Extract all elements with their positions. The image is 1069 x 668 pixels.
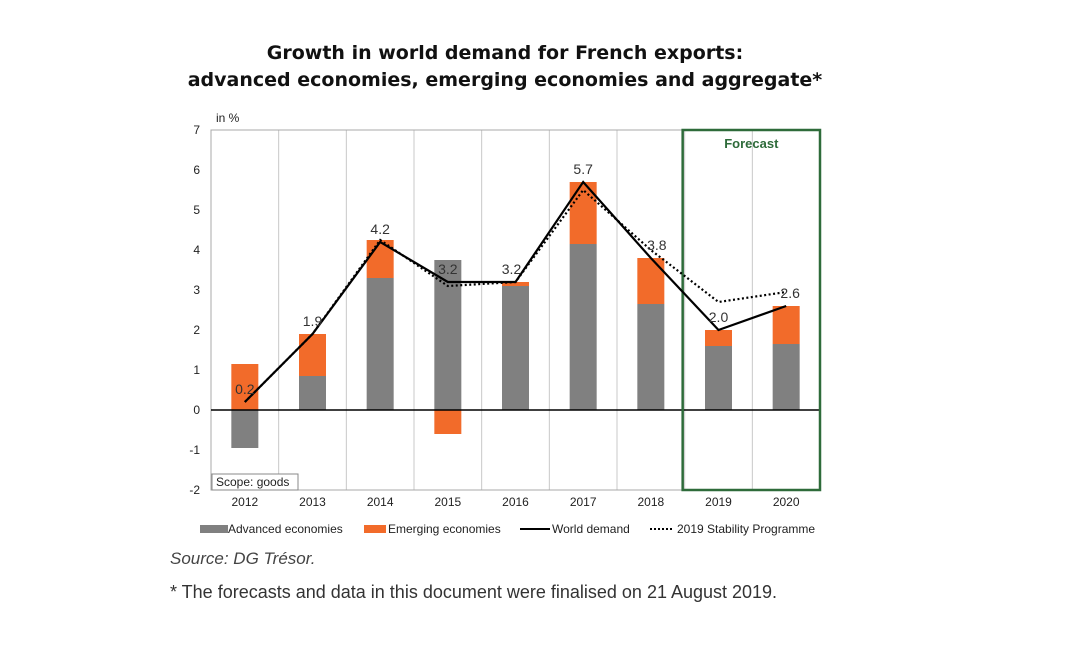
y-tick-label: 2 (193, 323, 200, 337)
bar-emerging-economies (434, 410, 462, 434)
data-label-world-demand: 2.0 (709, 309, 729, 325)
x-tick-label: 2015 (434, 495, 461, 509)
bar-emerging-economies (705, 330, 732, 346)
bar-emerging-economies (502, 282, 529, 286)
legend-swatch-advanced (200, 525, 228, 533)
chart-title-line-2: advanced economies, emerging economies a… (187, 69, 823, 91)
x-tick-label: 2019 (705, 495, 732, 509)
bar-advanced-economies (705, 346, 732, 410)
line-world-demand (244, 180, 787, 403)
y-tick-label: 1 (193, 363, 200, 377)
chart-title: Growth in world demand for French export… (0, 40, 1010, 94)
data-label-world-demand: 1.9 (303, 313, 323, 329)
x-tick-label: 2018 (637, 495, 664, 509)
data-label-world-demand: 4.2 (370, 221, 390, 237)
data-label-world-demand: 3.8 (647, 237, 667, 253)
y-tick-label: 4 (193, 243, 200, 257)
y-tick-label: 6 (193, 163, 200, 177)
x-tick-label: 2020 (773, 495, 800, 509)
bar-advanced-economies (299, 376, 326, 410)
bar-advanced-economies (569, 244, 597, 410)
forecast-label: Forecast (724, 136, 779, 151)
bar-advanced-economies (231, 410, 259, 448)
y-tick-label: 3 (193, 283, 200, 297)
bar-emerging-economies (366, 240, 394, 278)
legend-label-stability-programme: 2019 Stability Programme (677, 522, 815, 536)
bar-advanced-economies (502, 286, 529, 410)
bar-emerging-economies (299, 334, 326, 376)
scope-box (211, 473, 299, 491)
legend-label-emerging: Emerging economies (388, 522, 501, 536)
footnote: * The forecasts and data in this documen… (170, 582, 778, 602)
bar-advanced-economies (772, 344, 800, 410)
y-tick-label: -1 (189, 443, 200, 457)
scope-label: Scope: goods (216, 475, 289, 489)
y-tick-label: 5 (193, 203, 200, 217)
x-tick-label: 2012 (231, 495, 258, 509)
data-label-world-demand: 0.2 (235, 381, 255, 397)
x-tick-label: 2013 (299, 495, 326, 509)
x-tick-label: 2016 (502, 495, 529, 509)
chart-svg: -2 -1 0 1 2 3 4 5 6 7 in % 2012 2013 2014 2015 2016 2017… (189, 111, 822, 536)
data-label-world-demand: 2.6 (780, 285, 800, 301)
bar-emerging-economies (772, 306, 800, 344)
y-tick-label: 7 (193, 123, 200, 137)
data-label-world-demand: 3.2 (438, 261, 458, 277)
y-tick-label: 0 (193, 403, 200, 417)
bar-emerging-economies (231, 364, 259, 410)
x-tick-label: 2017 (570, 495, 597, 509)
legend-label-world-demand: World demand (552, 522, 630, 536)
data-label-world-demand: 3.2 (502, 261, 522, 277)
data-label-world-demand: 5.7 (573, 161, 593, 177)
forecast-box (681, 128, 822, 492)
legend-swatch-emerging (364, 525, 386, 533)
bar-emerging-economies (637, 258, 665, 304)
source-note: Source: DG Trésor. (170, 549, 316, 568)
x-tick-label: 2014 (367, 495, 394, 509)
y-unit-label: in % (216, 111, 240, 125)
chart-title-line-1: Growth in world demand for French export… (266, 42, 744, 64)
y-tick-label: -2 (189, 483, 200, 497)
bar-advanced-economies (637, 304, 665, 410)
bar-advanced-economies (366, 278, 394, 410)
legend-label-advanced: Advanced economies (228, 522, 343, 536)
